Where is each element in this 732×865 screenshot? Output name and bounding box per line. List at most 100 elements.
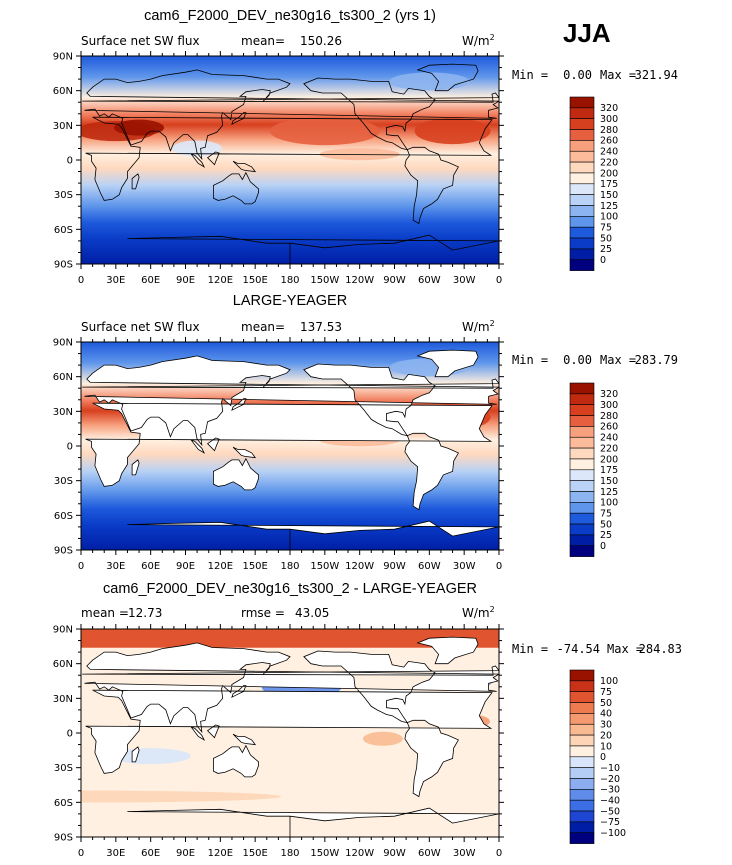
- x-tick-label: 150W: [310, 848, 339, 859]
- panel-1-units: W/m2: [462, 33, 495, 48]
- panel-3-max-label: Max =: [607, 642, 643, 656]
- positive-southern-band: [81, 790, 281, 803]
- colorbar-box: [569, 183, 595, 195]
- field-layer: [81, 342, 499, 550]
- colorbar-box: [569, 194, 595, 206]
- x-tick-label: 30E: [106, 848, 125, 859]
- colorbar-label: 20: [600, 730, 612, 741]
- colorbar-label: −20: [600, 774, 620, 785]
- y-tick-label: 90N: [53, 625, 73, 636]
- panel-3-map: 0 30E 60E 90E 120E 150E 180 150W 120W 90W 60W 30W 09…: [53, 624, 504, 859]
- x-tick-label: 0: [496, 275, 502, 286]
- colorbar-box: [569, 404, 595, 416]
- panel-2-mean-label: mean=: [241, 320, 285, 334]
- colorbar-label: 0: [600, 752, 606, 763]
- x-tick-label: 60W: [418, 275, 441, 286]
- x-tick-label: 60E: [141, 848, 160, 859]
- y-tick-label: 0: [67, 729, 73, 740]
- colorbar-label: 200: [600, 454, 618, 465]
- colorbar-label: 200: [600, 168, 618, 179]
- field-background: [81, 56, 499, 264]
- colorbar-label: −50: [600, 806, 620, 817]
- colorbar-label: 25: [600, 530, 612, 541]
- x-tick-label: 30W: [453, 848, 476, 859]
- panel-2-max-label: Max =: [600, 353, 636, 367]
- panel-1-units-base: W/m: [462, 34, 490, 48]
- colorbar-box: [569, 426, 595, 438]
- y-tick-label: 0: [67, 156, 73, 167]
- coastline: [82, 349, 499, 550]
- colorbar-box: [569, 821, 595, 834]
- x-tick-label: 120E: [208, 275, 233, 286]
- colorbar-label: 320: [600, 103, 618, 114]
- colorbar-label: 260: [600, 136, 618, 147]
- panel-2-map: 0 30E 60E 90E 120E 150E 180 150W 120W 90W 60W 30W 09…: [53, 337, 504, 572]
- colorbar-box: [569, 832, 595, 844]
- y-tick-label: 90N: [53, 52, 73, 63]
- colorbar-box: [569, 205, 595, 217]
- panel-1-title: cam6_F2000_DEV_ne30g16_ts300_2 (yrs 1): [144, 8, 436, 24]
- panel-3-max-value: 284.83: [639, 642, 682, 656]
- y-tick-label: 30S: [54, 190, 73, 201]
- colorbar-box: [569, 107, 595, 119]
- x-tick-label: 90W: [383, 561, 406, 572]
- high-flux-arabia: [114, 119, 165, 136]
- panel-2-max-value: 283.79: [635, 353, 678, 367]
- x-tick-label: 90W: [383, 275, 406, 286]
- colorbar-box: [569, 778, 595, 790]
- colorbar-label: 30: [600, 720, 612, 731]
- x-tick-label: 30E: [106, 561, 125, 572]
- x-tick-label: 150E: [242, 848, 267, 859]
- x-tick-label: 150W: [310, 561, 339, 572]
- colorbar-box: [569, 140, 595, 152]
- colorbar-label: −10: [600, 763, 620, 774]
- colorbar-box: [569, 713, 595, 725]
- panel-3-mean-label: mean =: [81, 606, 129, 620]
- panel-2-minmax: Min = 0.00 Max = 283.79: [512, 353, 678, 367]
- panel-1-minmax: Min = 0.00 Max = 321.94: [512, 68, 678, 82]
- x-tick-label: 120W: [345, 561, 374, 572]
- colorbar-label: 75: [600, 223, 612, 234]
- x-tick-label: 180: [280, 561, 299, 572]
- season-label: JJA: [563, 18, 611, 48]
- colorbar-label: 50: [600, 519, 612, 530]
- colorbar-box: [569, 118, 595, 130]
- colorbar-box: [569, 723, 595, 736]
- y-tick-label: 0: [67, 442, 73, 453]
- x-tick-label: 120W: [345, 275, 374, 286]
- x-tick-label: 90W: [383, 848, 406, 859]
- colorbar-box: [569, 545, 595, 557]
- colorbar-box: [569, 226, 595, 239]
- x-tick-label: 120E: [208, 561, 233, 572]
- x-tick-label: 90E: [176, 848, 195, 859]
- colorbar-label: 10: [600, 741, 612, 752]
- panel-3-min-label: Min =: [512, 642, 548, 656]
- y-tick-label: 90S: [54, 833, 73, 844]
- colorbar-box: [569, 767, 595, 779]
- colorbar-box: [569, 415, 595, 427]
- colorbar-label: 75: [600, 509, 612, 520]
- colorbar-label: 300: [600, 400, 618, 411]
- panel-1-max-value: 321.94: [635, 68, 678, 82]
- colorbar-label: 25: [600, 244, 612, 255]
- colorbar-box: [569, 259, 595, 271]
- colorbar-box: [569, 512, 595, 525]
- colorbar-box: [569, 480, 595, 492]
- panel-1-mean-value: 150.26: [300, 34, 342, 48]
- panel-3: cam6_F2000_DEV_ne30g16_ts300_2 - LARGE-Y…: [53, 581, 682, 859]
- panel-2-title: LARGE-YEAGER: [233, 293, 347, 309]
- colorbar-box: [569, 216, 595, 228]
- x-tick-label: 150E: [242, 561, 267, 572]
- panel-1-variable-label: Surface net SW flux: [81, 34, 200, 48]
- colorbar-label: 125: [600, 201, 618, 212]
- x-tick-label: 120W: [345, 848, 374, 859]
- panel-2-min-label: Min =: [512, 353, 548, 367]
- panel-3-units-base: W/m: [462, 606, 490, 620]
- y-tick-label: 30N: [53, 694, 73, 705]
- colorbar-box: [569, 172, 595, 185]
- colorbar-label: 220: [600, 443, 618, 454]
- colorbar-label: 240: [600, 433, 618, 444]
- colorbar-label: 150: [600, 476, 618, 487]
